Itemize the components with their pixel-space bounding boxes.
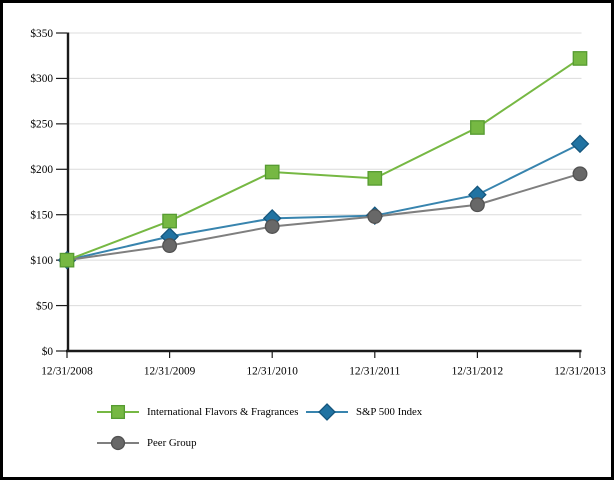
y-axis-label: $300 xyxy=(30,73,53,85)
y-axis-label: $0 xyxy=(42,346,54,358)
data-point-marker-square xyxy=(470,120,485,135)
x-axis-label: 12/31/2012 xyxy=(452,366,504,378)
y-axis-label: $150 xyxy=(30,210,53,222)
y-axis-label: $200 xyxy=(30,164,53,176)
series-line xyxy=(66,57,581,262)
data-point-marker-circle xyxy=(367,209,383,224)
series-line xyxy=(66,172,581,262)
legend-label-sp500: S&P 500 Index xyxy=(356,406,423,418)
iff-legend-marker xyxy=(97,404,139,420)
series-line xyxy=(66,142,581,262)
y-axis-label: $100 xyxy=(30,255,53,267)
data-point-marker-circle xyxy=(110,435,126,451)
y-axis-label: $50 xyxy=(36,300,53,312)
x-axis-label: 12/31/2008 xyxy=(41,366,93,378)
data-point-marker-circle xyxy=(572,166,588,182)
x-axis-label: 12/31/2011 xyxy=(349,366,400,378)
sp500-legend-marker xyxy=(306,403,348,421)
data-point-marker-diamond xyxy=(570,134,590,154)
legend-label-iff: International Flavors & Fragrances xyxy=(147,406,299,418)
x-axis-label: 12/31/2013 xyxy=(554,366,606,378)
data-point-marker-diamond xyxy=(318,403,336,421)
x-axis-label: 12/31/2010 xyxy=(246,366,298,378)
legend-item-peer-group: Peer Group xyxy=(96,434,196,452)
data-point-marker-circle xyxy=(264,219,280,234)
y-axis-label: $250 xyxy=(30,119,53,131)
legend-item-sp500: S&P 500 Index xyxy=(305,403,422,421)
data-point-marker-square xyxy=(264,164,280,180)
data-point-marker-square xyxy=(110,404,126,420)
legend-item-iff: International Flavors & Fragrances xyxy=(96,403,298,421)
data-point-marker-square xyxy=(572,51,588,66)
data-point-marker-square xyxy=(162,213,177,229)
performance-line-chart: $0 $50 $100 $150 $200 $250 $300 $350 12/31/2008 1… xyxy=(30,28,606,378)
peer-group-legend-marker xyxy=(97,435,139,451)
x-axis-label: 12/31/2009 xyxy=(144,366,196,378)
data-point-marker-circle xyxy=(469,197,485,213)
data-point-marker-square xyxy=(367,171,383,186)
data-point-marker-square xyxy=(59,252,75,268)
y-axis-label: $350 xyxy=(30,28,53,40)
data-point-marker-circle xyxy=(162,238,178,254)
legend-label-peer-group: Peer Group xyxy=(147,437,197,449)
